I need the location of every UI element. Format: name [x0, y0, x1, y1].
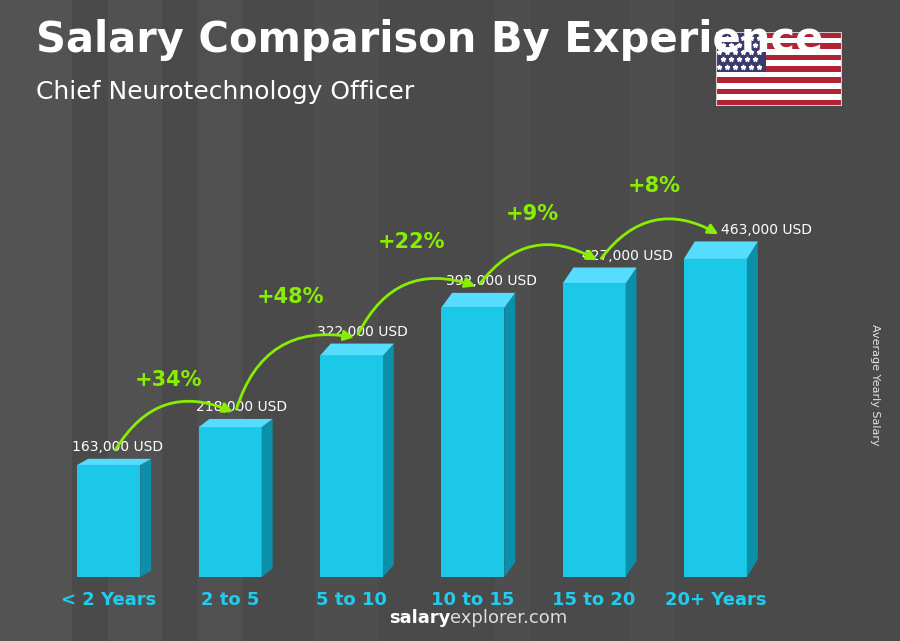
Text: 427,000 USD: 427,000 USD — [582, 249, 673, 263]
Text: +34%: +34% — [135, 370, 202, 390]
Polygon shape — [320, 344, 394, 356]
Text: 392,000 USD: 392,000 USD — [446, 274, 537, 288]
Polygon shape — [562, 267, 636, 283]
Bar — [716, 32, 766, 72]
Bar — [108, 0, 162, 641]
Bar — [562, 283, 626, 577]
Bar — [0, 0, 72, 641]
Text: +22%: +22% — [378, 232, 446, 252]
Polygon shape — [441, 293, 515, 308]
Bar — [716, 44, 842, 49]
Bar — [716, 78, 842, 83]
Text: 463,000 USD: 463,000 USD — [722, 223, 813, 237]
Bar — [495, 0, 531, 641]
Polygon shape — [262, 419, 273, 577]
Bar — [630, 0, 675, 641]
Bar — [716, 49, 842, 54]
Polygon shape — [504, 293, 515, 577]
Text: Salary Comparison By Experience: Salary Comparison By Experience — [36, 19, 824, 62]
Bar — [315, 0, 378, 641]
Text: Average Yearly Salary: Average Yearly Salary — [869, 324, 880, 445]
Bar — [684, 259, 747, 577]
Bar — [77, 465, 140, 577]
Text: 322,000 USD: 322,000 USD — [318, 325, 409, 339]
Polygon shape — [199, 419, 273, 427]
Bar — [716, 88, 842, 94]
Bar — [716, 32, 842, 38]
Bar — [716, 60, 842, 66]
Bar — [716, 38, 842, 44]
Bar — [716, 72, 842, 78]
Bar — [716, 100, 842, 106]
Polygon shape — [626, 267, 636, 577]
Bar — [716, 83, 842, 88]
Text: 163,000 USD: 163,000 USD — [72, 440, 164, 454]
Bar — [320, 356, 383, 577]
Polygon shape — [383, 344, 394, 577]
Text: salary: salary — [389, 609, 450, 627]
Bar — [716, 54, 842, 60]
Text: explorer.com: explorer.com — [450, 609, 567, 627]
Text: +8%: +8% — [627, 176, 680, 196]
Polygon shape — [77, 459, 151, 465]
Text: +9%: +9% — [506, 204, 560, 224]
Polygon shape — [747, 242, 758, 577]
Text: 218,000 USD: 218,000 USD — [196, 401, 287, 414]
Text: Chief Neurotechnology Officer: Chief Neurotechnology Officer — [36, 80, 414, 104]
Bar — [441, 308, 504, 577]
Polygon shape — [140, 459, 151, 577]
Bar — [198, 0, 243, 641]
Text: +48%: +48% — [256, 287, 324, 308]
Bar — [716, 94, 842, 100]
Bar — [716, 66, 842, 72]
Polygon shape — [684, 242, 758, 259]
Bar — [199, 427, 262, 577]
